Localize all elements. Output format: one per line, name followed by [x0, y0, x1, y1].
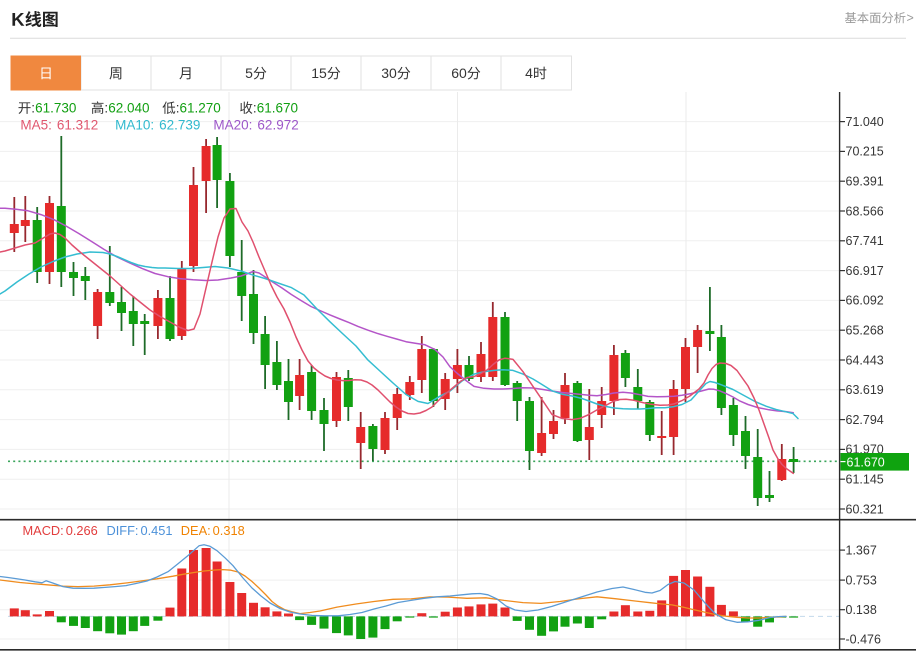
svg-text:62.794: 62.794	[846, 413, 884, 427]
svg-text:61.145: 61.145	[846, 473, 884, 487]
svg-text:5: 5	[245, 65, 253, 81]
svg-text:61.270: 61.270	[180, 101, 221, 116]
svg-text:66.092: 66.092	[846, 294, 884, 308]
svg-text:0: 0	[459, 65, 467, 81]
svg-text::: :	[104, 101, 108, 116]
svg-text:65.268: 65.268	[846, 324, 884, 338]
svg-text:70.215: 70.215	[846, 145, 884, 159]
svg-text:-0.476: -0.476	[846, 632, 881, 646]
svg-text:4: 4	[525, 65, 533, 81]
svg-text:>: >	[907, 11, 914, 25]
svg-text:64.443: 64.443	[846, 353, 884, 367]
svg-text:60.321: 60.321	[846, 502, 884, 516]
svg-text:61.670: 61.670	[847, 455, 885, 469]
svg-text:1.367: 1.367	[846, 543, 877, 557]
svg-text:3: 3	[381, 65, 389, 81]
svg-text::: :	[31, 101, 35, 116]
svg-text:66.917: 66.917	[846, 264, 884, 278]
svg-text:71.040: 71.040	[846, 115, 884, 129]
svg-text:MA10:62.739: MA10: 62.739	[115, 118, 200, 133]
svg-text:0: 0	[389, 65, 397, 81]
svg-text::: :	[253, 101, 257, 116]
svg-text:0.753: 0.753	[846, 573, 877, 587]
svg-text:MACD:0.266: MACD: 0.266	[23, 523, 98, 538]
svg-text:63.619: 63.619	[846, 383, 884, 397]
svg-text:MA20:62.972: MA20: 62.972	[213, 118, 298, 133]
svg-text:61.670: 61.670	[257, 101, 298, 116]
svg-text:69.391: 69.391	[846, 175, 884, 189]
svg-text:5: 5	[319, 65, 327, 81]
svg-text:62.040: 62.040	[108, 101, 149, 116]
svg-text:6: 6	[451, 65, 459, 81]
svg-text:MA5:61.312: MA5: 61.312	[20, 118, 98, 133]
svg-text:DIFF:0.451: DIFF: 0.451	[107, 523, 173, 538]
svg-text:0.138: 0.138	[846, 603, 877, 617]
svg-text:67.741: 67.741	[846, 234, 884, 248]
svg-text::: :	[176, 101, 180, 116]
svg-text:61.730: 61.730	[35, 101, 76, 116]
svg-text:1: 1	[311, 65, 319, 81]
svg-text:DEA:0.318: DEA: 0.318	[181, 523, 245, 538]
svg-text:68.566: 68.566	[846, 204, 884, 218]
